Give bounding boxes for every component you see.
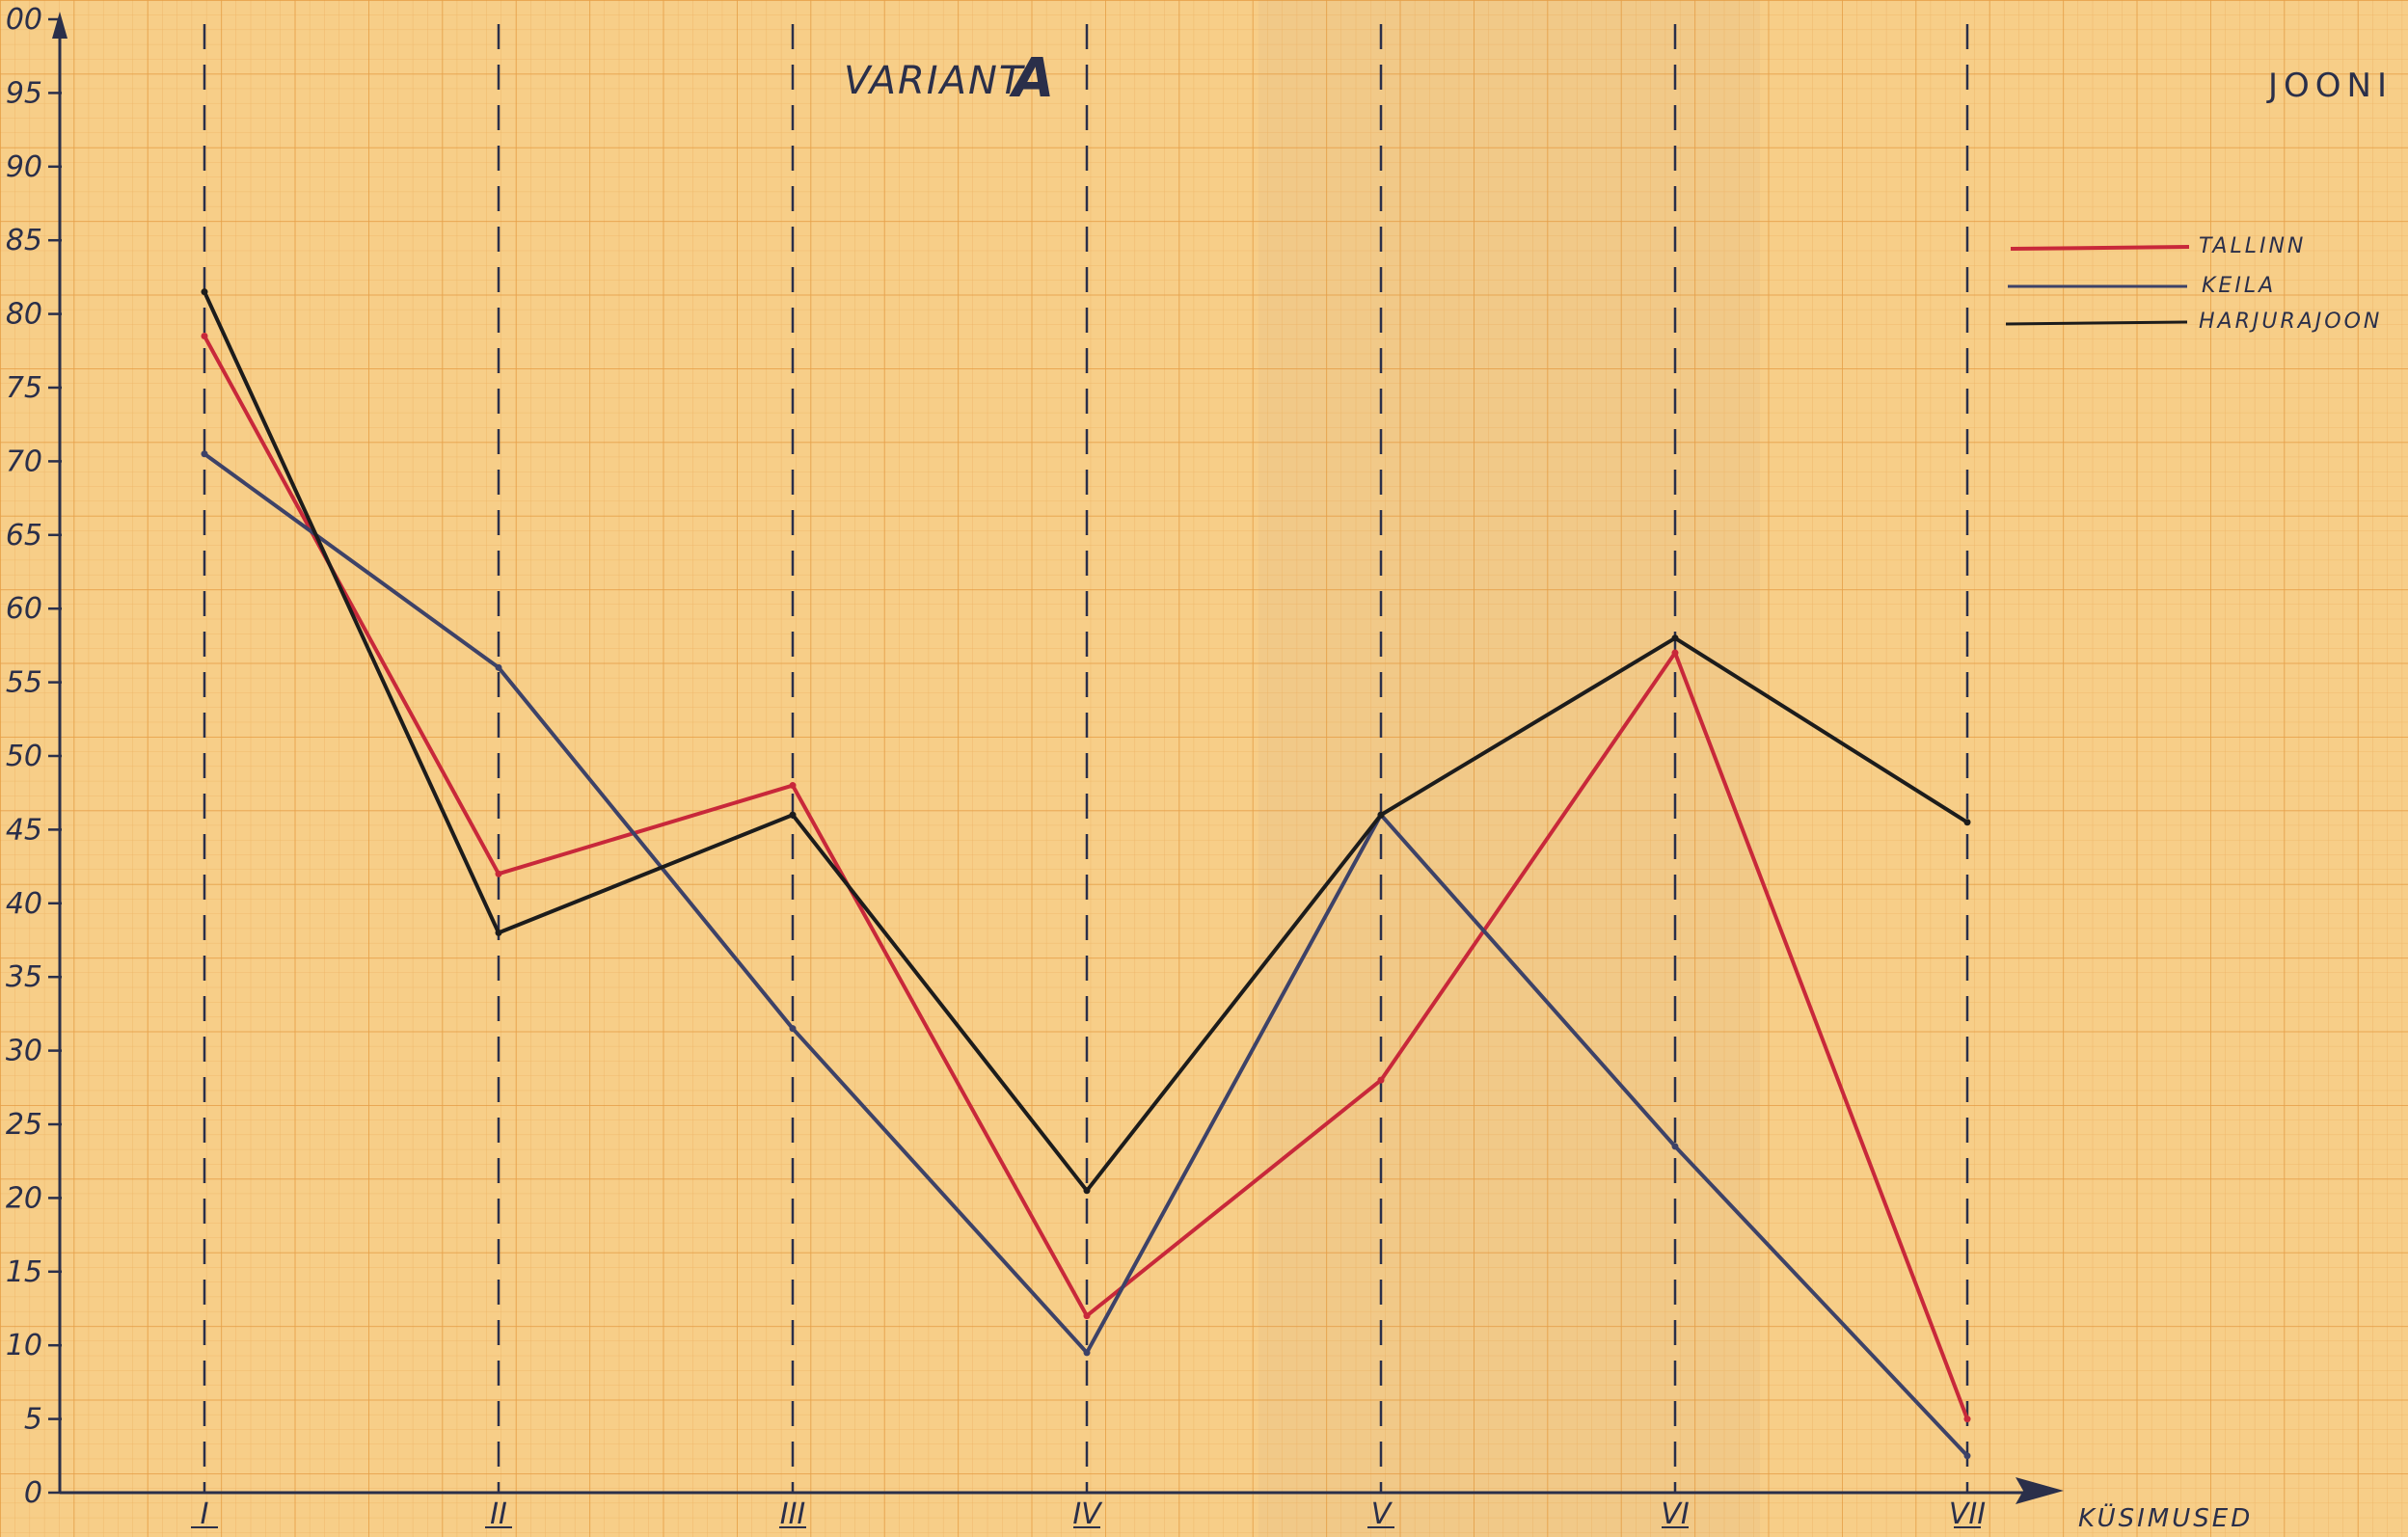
legend-swatch-tallinn — [2010, 245, 2190, 251]
x-axis-ticks: I II III IV V VI VII — [191, 1497, 1986, 1531]
data-point-harjurajoon — [495, 929, 502, 936]
chart-title-letter: A — [1009, 47, 1054, 110]
series-lines — [201, 288, 1971, 1460]
y-tick-label: 15 — [6, 1255, 42, 1289]
series-tallinn — [201, 333, 1971, 1423]
data-point-harjurajoon — [1963, 819, 1971, 826]
x-tick-label: I — [201, 1497, 209, 1531]
y-tick-label: 95 — [6, 76, 42, 110]
legend-label-tallinn: TALLINN — [2199, 234, 2306, 258]
y-tick-label: 20 — [6, 1181, 42, 1215]
y-tick-label: 60 — [6, 592, 42, 626]
y-tick-label: 25 — [6, 1108, 42, 1142]
y-tick-label: 50 — [6, 740, 42, 773]
chart-title: VARIANT A — [844, 47, 1054, 110]
side-title: JOONI — [2266, 67, 2393, 105]
x-tick-label: VII — [1949, 1497, 1986, 1531]
x-tick-label: II — [490, 1497, 507, 1531]
y-tick-label: 5 — [24, 1403, 42, 1437]
data-point-tallinn — [1671, 649, 1679, 657]
category-dashed-lines — [203, 24, 1969, 1493]
data-point-harjurajoon — [1377, 811, 1385, 819]
series-harjurajoon — [201, 288, 1971, 1195]
x-tick-label: V — [1371, 1497, 1393, 1531]
x-axis-label: KÜSIMUSED — [2078, 1502, 2253, 1533]
data-point-tallinn — [495, 870, 502, 877]
data-point-tallinn — [1083, 1312, 1091, 1320]
data-point-tallinn — [1377, 1076, 1385, 1084]
y-tick-label: 75 — [6, 371, 42, 405]
data-point-tallinn — [789, 782, 797, 790]
data-point-keila — [789, 1025, 797, 1033]
x-tick-label: VI — [1661, 1497, 1690, 1531]
legend-swatch-harjurajoon — [2005, 320, 2188, 326]
y-tick-label: 85 — [6, 224, 42, 257]
y-tick-label: 90 — [6, 150, 42, 184]
y-tick-label: 45 — [6, 813, 42, 847]
legend-label-harjurajoon: HARJURAJOON — [2199, 310, 2382, 334]
data-point-harjurajoon — [1671, 634, 1679, 642]
data-point-tallinn — [201, 333, 208, 340]
y-tick-label: 35 — [6, 960, 42, 994]
data-point-keila — [1083, 1349, 1091, 1357]
data-point-harjurajoon — [1083, 1187, 1091, 1195]
x-tick-label: IV — [1072, 1497, 1103, 1531]
y-tick-label: 80 — [6, 298, 42, 332]
legend-label-keila: KEILA — [2202, 274, 2276, 298]
data-point-tallinn — [1963, 1416, 1971, 1423]
legend: TALLINN KEILA HARJURAJOON — [2005, 234, 2382, 334]
data-point-harjurajoon — [201, 288, 208, 296]
x-tick-label: III — [780, 1497, 806, 1531]
data-point-keila — [1963, 1452, 1971, 1460]
y-tick-label: 65 — [6, 519, 42, 553]
y-tick-label: 70 — [6, 445, 42, 478]
y-tick-label: 10 — [6, 1329, 42, 1362]
y-tick-label: 55 — [6, 666, 42, 700]
x-axis-arrow-icon — [2016, 1477, 2064, 1504]
data-point-keila — [201, 450, 208, 458]
y-tick-label: 40 — [6, 887, 42, 921]
y-axis-ticks: 0 5 10 15 20 25 30 35 40 45 50 55 60 65 70 75 80 85 90 95 00 — [6, 3, 62, 1510]
y-axis-arrow-icon — [52, 12, 68, 39]
data-point-keila — [1671, 1143, 1679, 1150]
y-tick-label: 30 — [6, 1035, 42, 1068]
y-tick-label: 00 — [6, 3, 42, 37]
data-point-keila — [495, 663, 502, 671]
data-point-harjurajoon — [789, 811, 797, 819]
y-tick-label: 0 — [24, 1476, 42, 1510]
series-keila — [201, 450, 1971, 1460]
chart-title-text: VARIANT — [844, 59, 1026, 103]
